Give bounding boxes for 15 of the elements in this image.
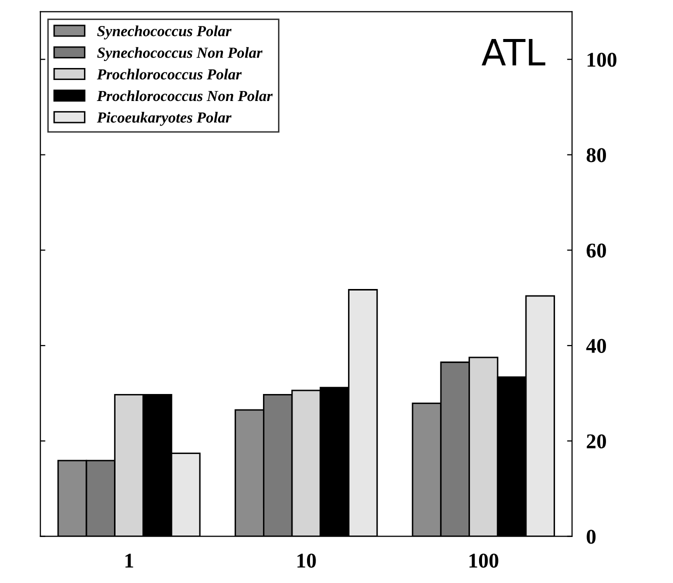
y-tick-label: 100 [588,52,616,67]
legend-label: Prochlorococcus Non Polar [96,90,273,102]
y-tick-label: 40 [586,338,606,353]
y-tick-label: 0 [586,530,596,544]
legend-label: Prochlorococcus Polar [96,68,242,80]
y-tick-label: 60 [586,244,606,258]
y-tick-label: 20 [586,434,606,448]
x-tick-label: 1 [125,554,134,568]
x-tick-label: 10 [297,554,316,568]
y-tick-label: 80 [586,148,606,162]
legend-label: Synechococcus Non Polar [97,47,263,62]
annotation: ATL [482,39,546,66]
x-tick-label: 100 [469,554,498,568]
legend-label: Picoeukaryotes Polar [96,112,232,126]
legend-label: Synechococcus Polar [97,26,232,40]
